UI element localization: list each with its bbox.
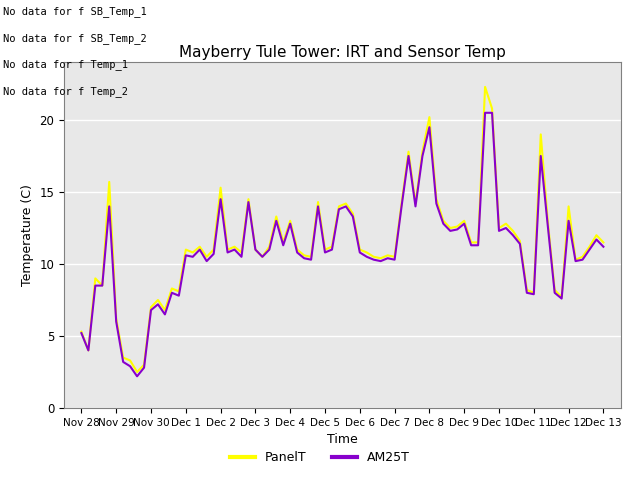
AM25T [419,153,426,159]
Legend: PanelT, AM25T: PanelT, AM25T [225,446,415,469]
PanelT [133,369,141,375]
Text: No data for f SB_Temp_2: No data for f SB_Temp_2 [3,33,147,44]
AM25T [356,250,364,255]
X-axis label: Time: Time [327,433,358,446]
PanelT [419,149,426,155]
AM25T [509,232,516,238]
Text: No data for f Temp_1: No data for f Temp_1 [3,59,128,70]
PanelT [266,244,273,250]
PanelT [77,329,85,335]
Text: No data for f SB_Temp_1: No data for f SB_Temp_1 [3,6,147,17]
AM25T [133,373,141,379]
PanelT [509,228,516,234]
Y-axis label: Temperature (C): Temperature (C) [21,184,34,286]
Line: PanelT: PanelT [81,87,604,372]
Line: AM25T: AM25T [81,113,604,376]
Text: No data for f Temp_2: No data for f Temp_2 [3,85,128,96]
AM25T [77,330,85,336]
PanelT [481,84,489,90]
AM25T [481,110,489,116]
PanelT [433,196,440,202]
PanelT [356,247,364,252]
AM25T [266,247,273,252]
AM25T [126,363,134,369]
PanelT [600,240,607,245]
AM25T [600,244,607,250]
Title: Mayberry Tule Tower: IRT and Sensor Temp: Mayberry Tule Tower: IRT and Sensor Temp [179,45,506,60]
AM25T [433,201,440,206]
PanelT [126,358,134,363]
